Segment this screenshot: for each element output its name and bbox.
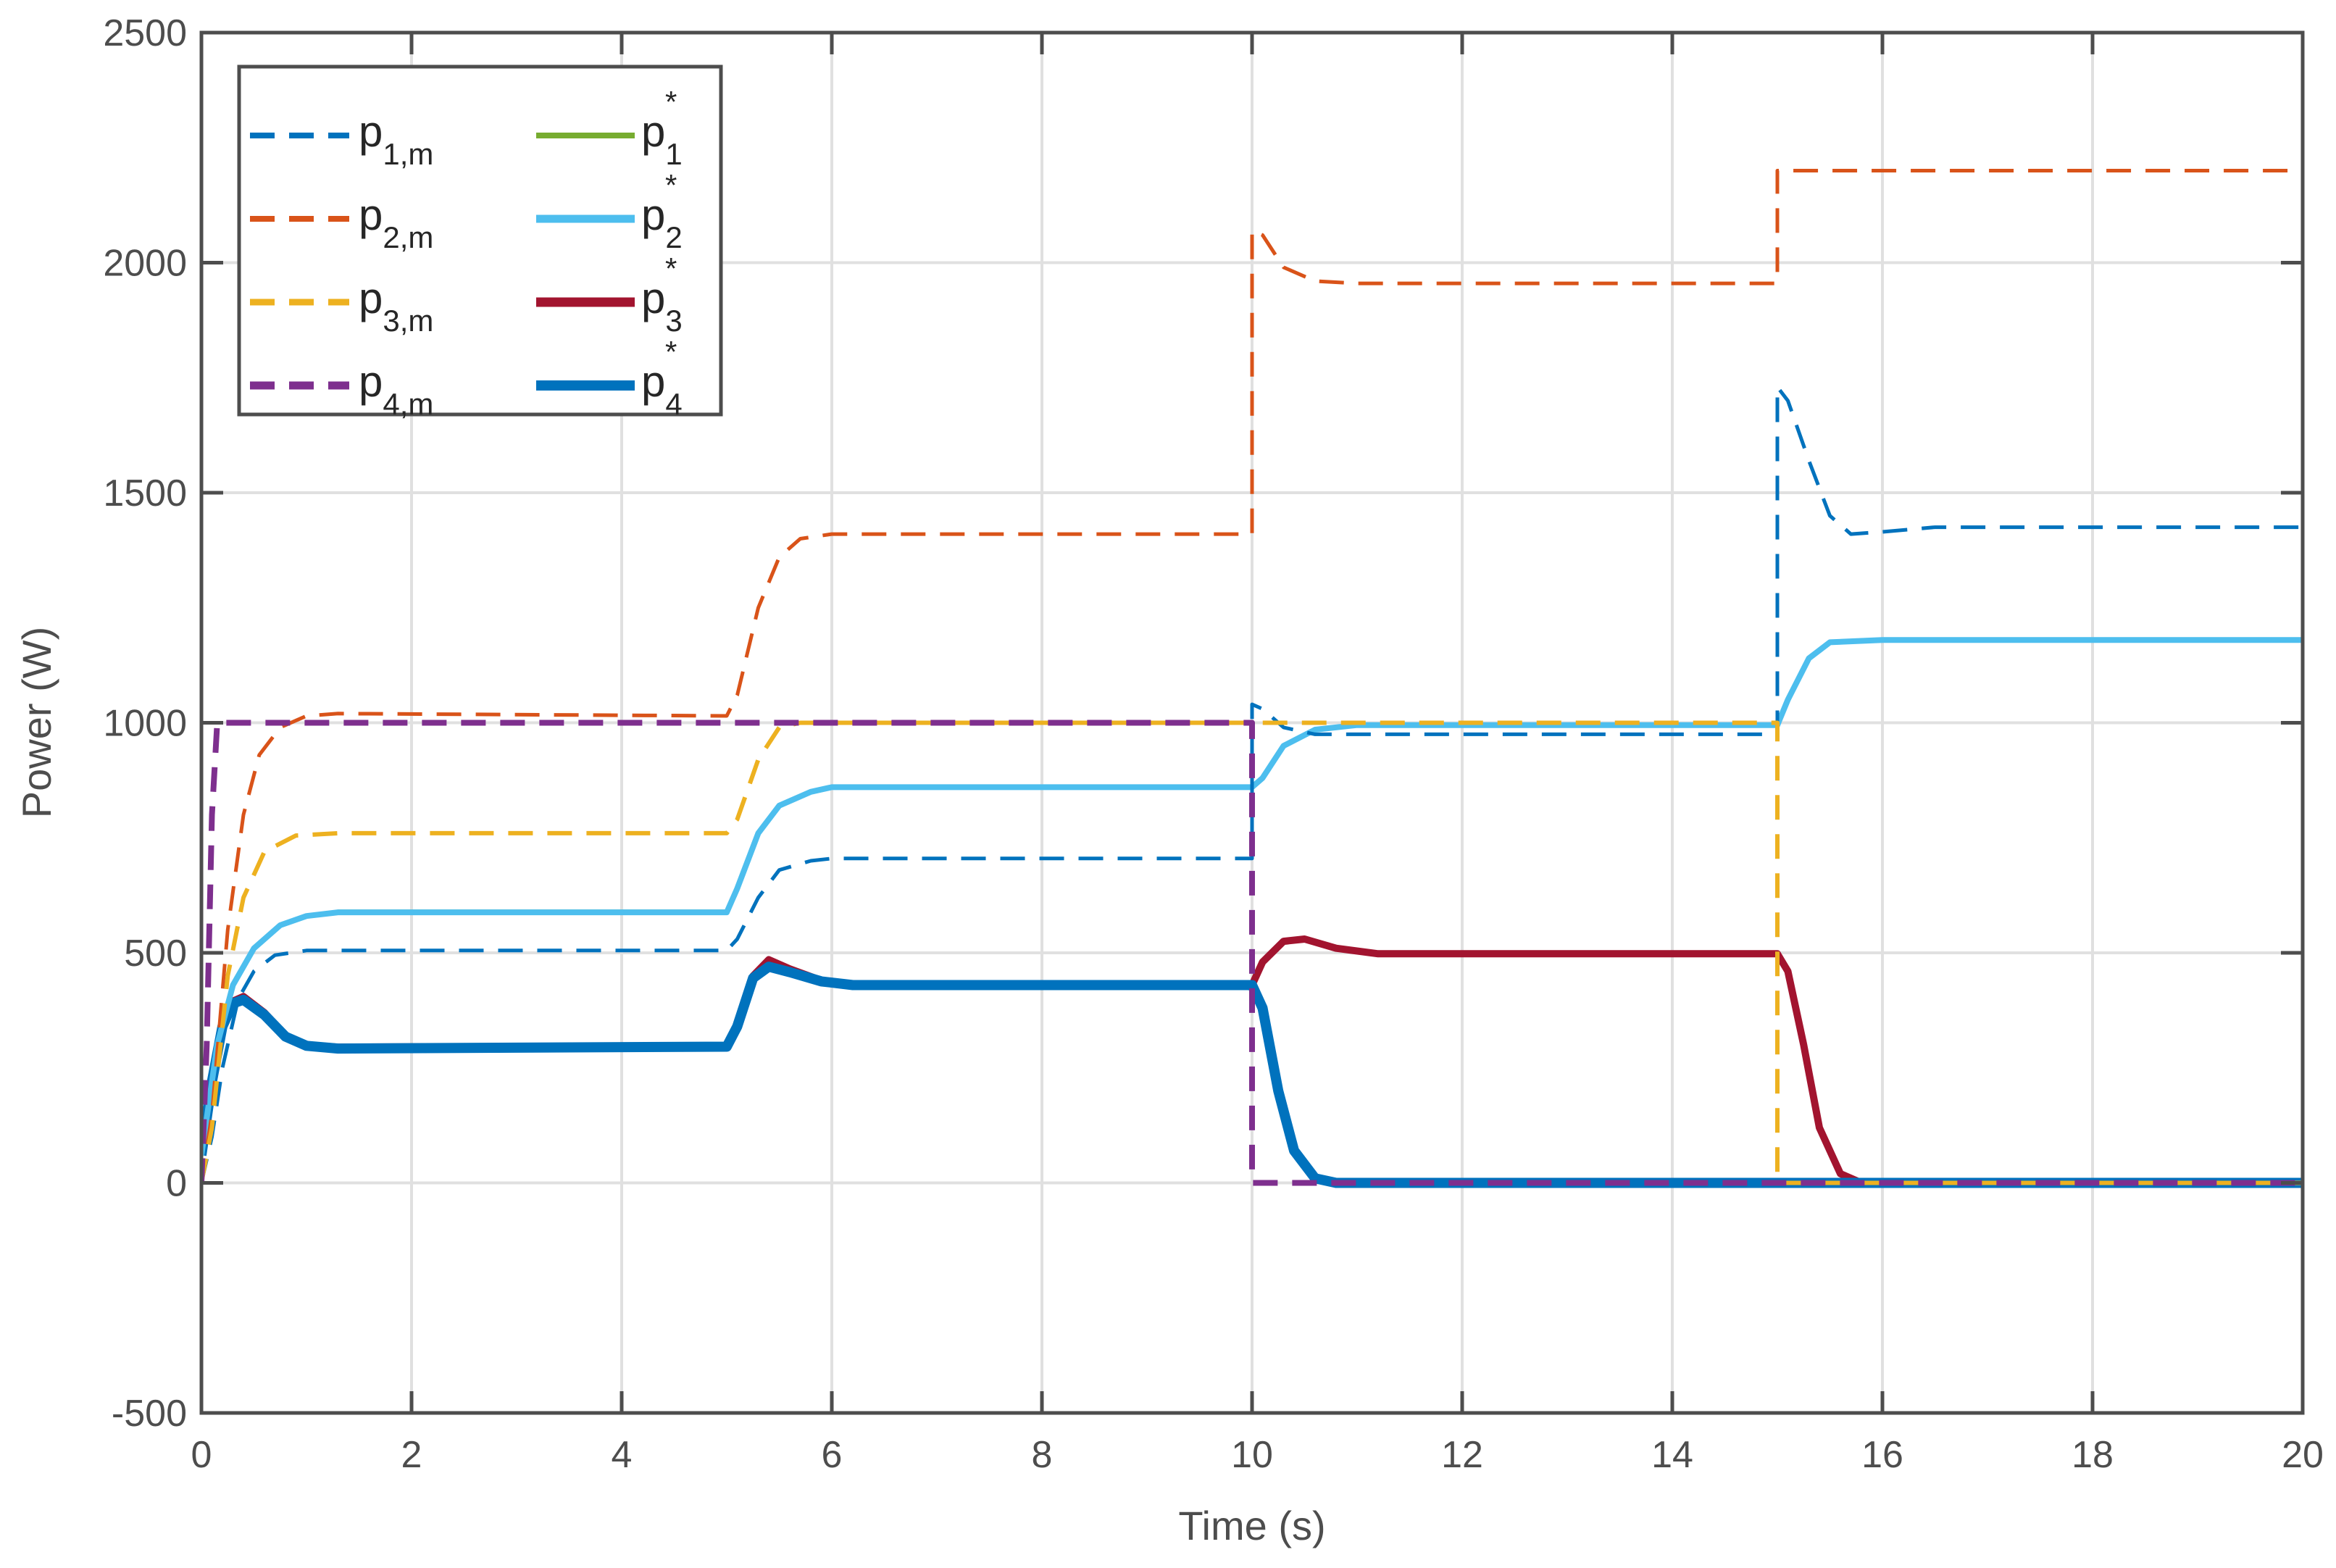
x-tick-label: 4 <box>612 1434 633 1476</box>
x-tick-label: 10 <box>1231 1434 1273 1476</box>
legend: p1,mp2,mp3,mp4,mp1*p2*p3*p4* <box>237 64 723 421</box>
legend-label-sup: * <box>665 251 677 285</box>
y-tick-label: 1500 <box>103 472 187 514</box>
y-tick-label: 2000 <box>103 243 187 285</box>
plot-area <box>201 169 2303 1188</box>
x-tick-label: 2 <box>401 1434 422 1476</box>
x-tick-label: 6 <box>822 1434 843 1476</box>
series-line-3 <box>201 720 2303 1185</box>
series-line-6 <box>201 637 2303 1156</box>
x-tick-label: 12 <box>1441 1434 1483 1476</box>
y-tick-label: -500 <box>112 1393 187 1435</box>
axis-ticks <box>199 30 2305 1415</box>
y-tick-label: 2500 <box>103 12 187 54</box>
data-series <box>201 169 2303 1188</box>
series-line-2 <box>201 169 2303 1183</box>
x-axis-label: Time (s) <box>1178 1503 1325 1548</box>
legend-label-sup: * <box>665 85 677 119</box>
x-tick-label: 0 <box>191 1434 212 1476</box>
legend-box <box>237 64 723 417</box>
legend-label-sup: * <box>665 335 677 369</box>
series-line-4 <box>201 720 2303 1186</box>
y-tick-label: 1000 <box>103 703 187 745</box>
series-line-1 <box>201 385 2303 1184</box>
y-tick-label: 500 <box>124 933 187 975</box>
x-tick-label: 8 <box>1032 1434 1053 1476</box>
x-tick-label: 16 <box>1861 1434 1903 1476</box>
x-tick-label: 18 <box>2072 1434 2114 1476</box>
y-tick-label: 0 <box>166 1163 187 1205</box>
legend-label-sup: * <box>665 168 677 202</box>
series-line-8 <box>201 962 2303 1188</box>
x-tick-label: 20 <box>2282 1434 2324 1476</box>
x-tick-label: 14 <box>1651 1434 1693 1476</box>
tick-labels: 0 2 4 6 8 10 12 14 16 18 20-5000500100015002000250… <box>103 12 2324 1476</box>
y-axis-label: Power (W) <box>14 627 59 818</box>
